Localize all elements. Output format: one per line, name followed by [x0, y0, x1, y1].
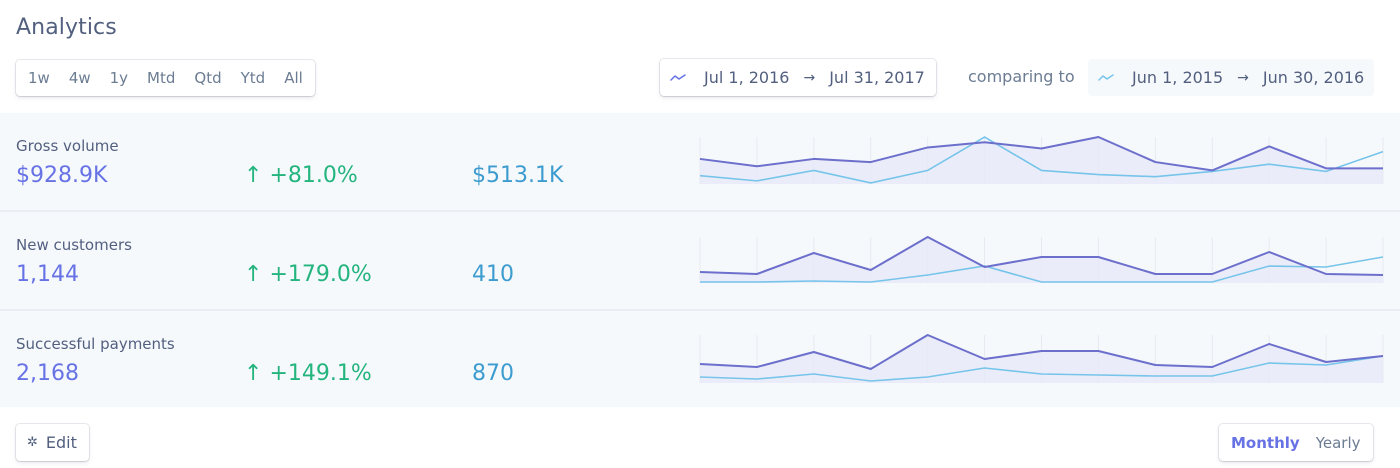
- period-monthly[interactable]: Monthly: [1231, 433, 1300, 452]
- range-qtd[interactable]: Qtd: [194, 69, 222, 87]
- metric-change: ↑ +179.0%: [244, 262, 372, 287]
- sparkline-chart: [699, 236, 1384, 283]
- arrow-up-icon: ↑: [244, 163, 263, 188]
- metric-change-value: +81.0%: [269, 163, 358, 188]
- sparkline-icon: [670, 73, 686, 81]
- compare-range-end: Jun 30, 2016: [1262, 68, 1365, 87]
- metric-change-value: +179.0%: [269, 262, 372, 287]
- date-range-start: Jul 1, 2016: [704, 68, 790, 87]
- metric-label: New customers: [16, 236, 132, 254]
- range-ytd[interactable]: Ytd: [240, 69, 266, 87]
- metric-label: Gross volume: [16, 137, 119, 155]
- range-1y[interactable]: 1y: [109, 69, 129, 87]
- range-all[interactable]: All: [284, 69, 303, 87]
- period-toggle: Monthly Yearly: [1219, 424, 1373, 461]
- arrow-up-icon: ↑: [244, 361, 263, 386]
- compare-range-picker[interactable]: Jun 1, 2015 → Jun 30, 2016: [1088, 59, 1375, 96]
- arrow-right-icon: →: [803, 69, 816, 86]
- sparkline-chart: [699, 136, 1384, 184]
- page-title: Analytics: [16, 15, 117, 40]
- comparing-label: comparing to: [968, 67, 1075, 86]
- date-range-end: Jul 31, 2017: [829, 68, 925, 87]
- gear-icon: ✲: [27, 435, 38, 450]
- metric-compare-value: 870: [472, 361, 514, 386]
- metric-value: $928.9K: [16, 163, 108, 188]
- metrics-panel: Gross volume $928.9K ↑ +81.0% $513.1K Ne…: [0, 113, 1400, 407]
- arrow-right-icon: →: [1237, 69, 1249, 86]
- metric-compare-value: $513.1K: [472, 163, 564, 188]
- metric-row-new-customers[interactable]: New customers 1,144 ↑ +179.0% 410: [0, 212, 1400, 311]
- range-mtd[interactable]: Mtd: [147, 69, 176, 87]
- metric-change-value: +149.1%: [269, 361, 372, 386]
- range-selector: 1w 4w 1y Mtd Qtd Ytd All: [16, 60, 315, 96]
- sparkline-chart: [699, 334, 1384, 383]
- date-range-picker[interactable]: Jul 1, 2016 → Jul 31, 2017: [660, 59, 936, 96]
- metric-row-gross-volume[interactable]: Gross volume $928.9K ↑ +81.0% $513.1K: [0, 113, 1400, 212]
- period-yearly[interactable]: Yearly: [1315, 433, 1361, 452]
- metric-row-successful-payments[interactable]: Successful payments 2,168 ↑ +149.1% 870: [0, 311, 1400, 407]
- metric-change: ↑ +81.0%: [244, 163, 358, 188]
- arrow-up-icon: ↑: [244, 262, 263, 287]
- range-4w[interactable]: 4w: [68, 69, 91, 87]
- metric-label: Successful payments: [16, 335, 175, 353]
- edit-label: Edit: [45, 433, 77, 452]
- sparkline-icon: [1098, 73, 1114, 81]
- range-1w[interactable]: 1w: [28, 69, 50, 87]
- metric-value: 2,168: [16, 361, 79, 386]
- edit-button[interactable]: ✲ Edit: [16, 424, 89, 461]
- metric-compare-value: 410: [472, 262, 514, 287]
- metric-value: 1,144: [16, 262, 79, 287]
- compare-range-start: Jun 1, 2015: [1132, 68, 1224, 87]
- metric-change: ↑ +149.1%: [244, 361, 372, 386]
